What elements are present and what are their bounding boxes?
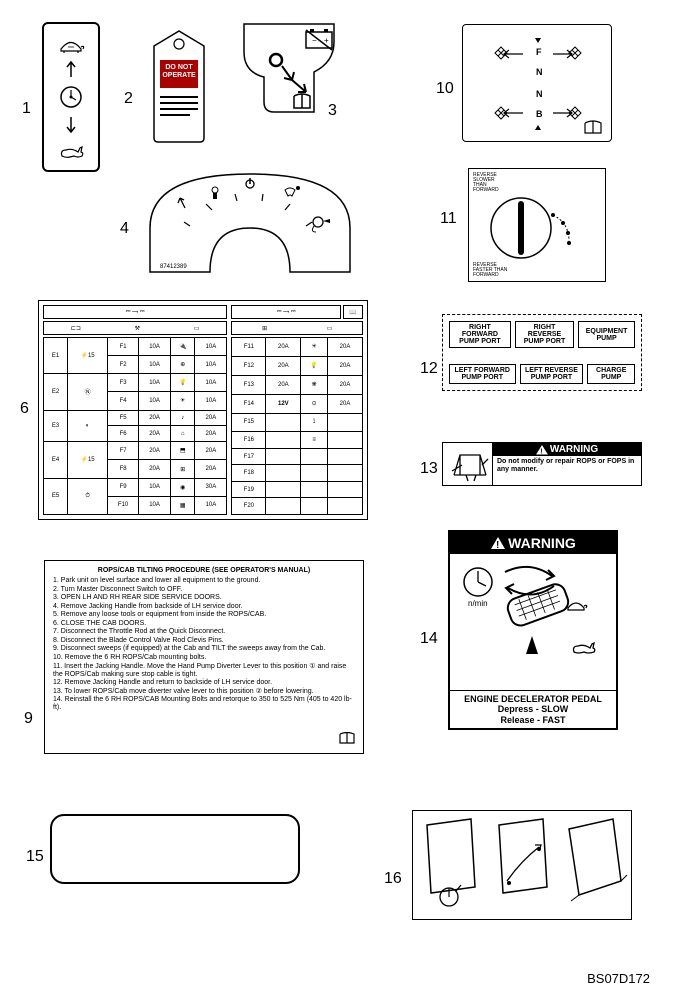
label-6: 6 (20, 400, 29, 418)
decal-12: RIGHT FORWARD PUMP PORTRIGHT REVERSE PUM… (442, 314, 642, 391)
procedure-line: 4. Remove Jacking Handle from backside o… (53, 603, 355, 611)
dial-top-text: REVERSE SLOWER THAN FORWARD (473, 173, 601, 193)
label-9: 9 (24, 710, 33, 728)
decal-9-procedure: ROPS/CAB TILTING PROCEDURE (SEE OPERATOR… (44, 560, 364, 754)
label-4: 4 (120, 220, 129, 238)
dial-icon (473, 193, 601, 263)
ignition-diagram-icon: −+ (234, 22, 354, 122)
procedure-line: 12. Remove Jacking Handle and return to … (53, 679, 355, 687)
arrow-down-icon (64, 115, 78, 135)
procedure-line: 9. Disconnect sweeps (if equipped) at th… (53, 645, 355, 653)
warning-title-14: ! WARNING (450, 532, 616, 554)
procedure-line: 5. Remove any loose tools or equipment f… (53, 611, 355, 619)
svg-text:F: F (536, 47, 542, 57)
svg-text:!: ! (496, 540, 499, 550)
label-15: 15 (26, 848, 44, 866)
procedure-line: 11. Insert the Jacking Handle. Move the … (53, 663, 355, 679)
footer-code: BS07D172 (587, 971, 650, 986)
ignition-arc-icon: 87412389 (140, 168, 360, 278)
fuse-table-left: E1⚡15F110A🔌10A F210A⊕10A E2ⓃF310A💡10A F4… (43, 337, 227, 515)
svg-text:N: N (536, 89, 543, 99)
decal-16 (412, 810, 632, 920)
svg-text:!: ! (540, 448, 542, 455)
dial-bottom-text: REVERSE FASTER THAN FORWARD (473, 263, 601, 278)
label-11: 11 (440, 210, 457, 228)
svg-text:N: N (536, 67, 543, 77)
svg-text:87412389: 87412389 (160, 264, 187, 270)
decal-10: F N N B (462, 24, 612, 142)
svg-text:n/min: n/min (468, 599, 488, 608)
procedure-title: ROPS/CAB TILTING PROCEDURE (SEE OPERATOR… (53, 567, 355, 575)
port-table: RIGHT FORWARD PUMP PORTRIGHT REVERSE PUM… (445, 317, 639, 352)
procedure-line: 13. To lower ROPS/Cab move diverter valv… (53, 688, 355, 696)
decal-11: REVERSE SLOWER THAN FORWARD REVERSE FAST… (468, 168, 606, 282)
decal-3: −+ (234, 22, 354, 124)
procedure-line: 7. Disconnect the Throttle Rod at the Qu… (53, 628, 355, 636)
decal-15-blank (50, 814, 300, 884)
label-12: 12 (420, 360, 438, 378)
warning-text-13: Do not modify or repair ROPS or FOPS in … (493, 456, 641, 485)
tag-icon (144, 26, 214, 146)
decal-4: 87412389 (140, 168, 360, 280)
do-not-operate-text: DO NOT OPERATE (162, 64, 196, 79)
label-14: 14 (420, 630, 438, 648)
pedal-text: ENGINE DECELERATOR PEDAL Depress - SLOW … (450, 691, 616, 728)
label-16: 16 (384, 870, 402, 888)
warning-triangle-icon: ! (536, 445, 548, 455)
decal-1 (42, 22, 100, 172)
pedal-diagram-icon: n/min (450, 554, 616, 674)
procedure-line: 1. Park unit on level surface and lower … (53, 577, 355, 585)
label-13: 13 (420, 460, 438, 478)
procedure-lines: 1. Park unit on level surface and lower … (53, 577, 355, 712)
manual-icon (339, 732, 355, 744)
arrow-up-icon (64, 59, 78, 79)
decal-14: ! WARNING n/min (448, 530, 618, 730)
label-1: 1 (22, 100, 31, 118)
warning-triangle-icon: ! (490, 536, 506, 550)
procedure-line: 2. Turn Master Disconnect Switch to OFF. (53, 586, 355, 594)
window-sequence-icon (413, 811, 629, 917)
turtle-icon (56, 34, 86, 54)
procedure-line: 8. Disconnect the Blade Control Valve Ro… (53, 637, 355, 645)
gauge-icon (59, 85, 83, 109)
decal-6-fusebox: ⎓ ⟶ ⎓ ⊏⊐⚒▭ E1⚡15F110A🔌10A F210A⊕10A E2ⓃF… (38, 300, 368, 520)
fuse-table-right: F1120A✳20A F1220A💡20A F1320A❋20A F1412V⊙… (231, 337, 363, 515)
procedure-line: 6. CLOSE THE CAB DOORS. (53, 620, 355, 628)
rops-icon (446, 445, 490, 483)
warning-title-13: ! WARNING (493, 443, 641, 456)
page: 1 2 DO NOT OPERATE 3 −+ (0, 0, 680, 1000)
decal-13: ! WARNING Do not modify or repair ROPS o… (442, 442, 642, 486)
rabbit-icon (56, 140, 86, 160)
direction-pattern-icon: F N N B (463, 25, 609, 139)
label-10: 10 (436, 80, 454, 98)
procedure-line: 10. Remove the 6 RH ROPS/Cab mounting bo… (53, 654, 355, 662)
label-2: 2 (124, 90, 133, 108)
decal-2: DO NOT OPERATE (144, 26, 214, 146)
procedure-line: 14. Reinstall the 6 RH ROPS/CAB Mounting… (53, 696, 355, 712)
procedure-line: 3. OPEN LH AND RH REAR SIDE SERVICE DOOR… (53, 594, 355, 602)
svg-text:B: B (536, 109, 543, 119)
